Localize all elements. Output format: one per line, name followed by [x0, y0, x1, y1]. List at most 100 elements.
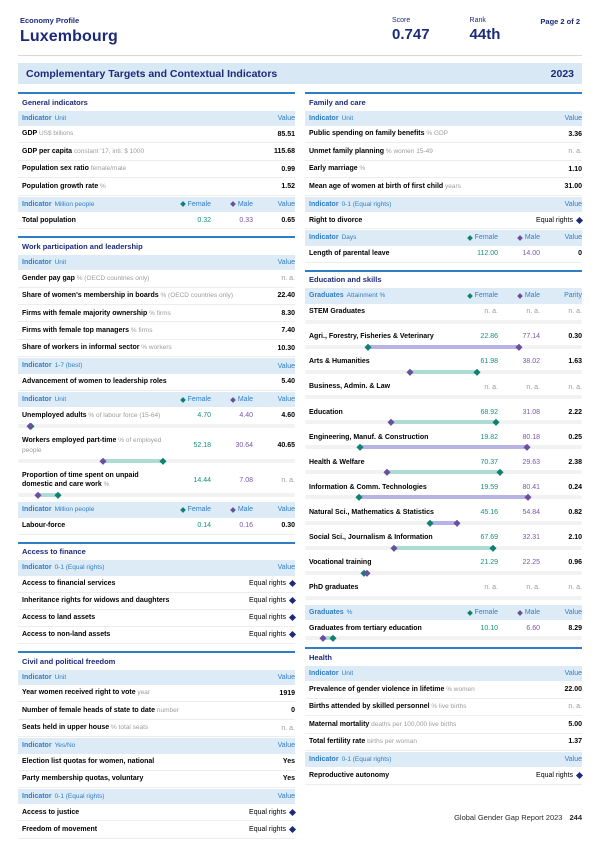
- indicator-label: Health & Welfare: [309, 458, 456, 467]
- indicator-row: Early marriage % 1.10: [305, 161, 582, 179]
- indicator-label: Proportion of time spent on unpaid domes…: [22, 471, 169, 490]
- value-cell: n. a.: [281, 724, 295, 732]
- range-chart: [305, 635, 582, 642]
- indicator-label: Access to financial services: [22, 579, 249, 588]
- range-bar: [391, 420, 496, 425]
- table-header: Indicator 0-1 (Equal rights) Value: [18, 788, 295, 805]
- indicator-name: Births attended by skilled personnel: [309, 703, 430, 711]
- indicator-name: Engineering, Manuf. & Construction: [309, 433, 429, 441]
- indicator-row: Education 68.92 31.08 2.22: [305, 404, 582, 418]
- range-chart: [305, 395, 582, 400]
- indicator-name: Right to divorce: [309, 216, 363, 224]
- column-header-male: Male: [498, 609, 540, 616]
- indicator-name: Labour-force: [22, 522, 66, 530]
- column-header-female: Female: [169, 396, 211, 403]
- column-header-value: Value: [253, 742, 295, 749]
- value-cell: 10.30: [277, 344, 295, 352]
- equal-rights-value: Equal rights: [249, 614, 297, 622]
- indicator-label: Access to land assets: [22, 613, 249, 622]
- male-cell: 31.08: [522, 408, 540, 416]
- table-header: Indicator Unit Value: [18, 254, 295, 271]
- indicator-row: Year women received right to vote year 19…: [18, 685, 295, 703]
- column-header-female: Female: [456, 234, 498, 241]
- range-chart: [18, 491, 295, 499]
- range-bar: [430, 520, 457, 525]
- rank-stat: Rank 44th: [470, 17, 501, 43]
- indicator-row: Advancement of women to leadership roles…: [18, 374, 295, 391]
- indicator-row: GDP US$ billions 85.51: [18, 126, 295, 144]
- column-header-label: Female: [474, 292, 498, 300]
- male-cell: 29.63: [522, 458, 540, 466]
- female-marker-icon: [492, 418, 500, 426]
- range-chart: [305, 494, 582, 501]
- range-chart: [305, 418, 582, 426]
- male-marker-icon: [523, 444, 531, 451]
- table-header-name: Indicator: [22, 506, 52, 514]
- indicator-name: Workers employed part-time: [22, 437, 117, 445]
- indicator-row: Information & Comm. Technologies 19.59 80.…: [305, 479, 582, 493]
- column-header-value: Value: [540, 756, 582, 763]
- table-header-name: Indicator: [22, 564, 52, 572]
- male-diamond-icon: [230, 507, 237, 513]
- rank-value: 44th: [469, 26, 501, 43]
- indicator-label: Total fertility rate births per woman: [309, 737, 540, 746]
- indicator-row: GDP per capita constant '17, intl. $ 100…: [18, 143, 295, 161]
- score-value: 0.747: [392, 26, 430, 43]
- range-chart: [305, 569, 582, 576]
- value-cell: 0: [291, 707, 295, 715]
- value-cell: 8.29: [568, 624, 582, 632]
- indicator-name: Total population: [22, 216, 76, 224]
- indicator-label: Unemployed adults % of labour force (15-…: [22, 411, 169, 420]
- section-title: Education and skills: [305, 269, 582, 288]
- table-header: Indicator Unit Female Male Value: [18, 391, 295, 408]
- value-cell: 1.52: [281, 182, 295, 190]
- value-cell: 0.99: [281, 165, 295, 173]
- column-header-label: Value: [564, 234, 582, 242]
- female-cell: n. a.: [484, 584, 498, 592]
- parity-cell: 0.82: [568, 508, 582, 516]
- indicator-label: Vocational training: [309, 558, 456, 567]
- table-header-unit: Unit: [54, 114, 67, 122]
- indicator-unit: year: [135, 689, 151, 697]
- score-stat: Score 0.747: [392, 17, 430, 43]
- equal-rights-diamond-icon: [575, 216, 584, 224]
- equal-rights-diamond-icon: [288, 631, 297, 639]
- indicator-label: Maternal mortality deaths per 100,000 li…: [309, 720, 540, 729]
- indicator-name: Vocational training: [309, 559, 372, 567]
- indicator-label: STEM Graduates: [309, 307, 456, 316]
- table-header-label: Indicator Unit: [22, 673, 253, 682]
- indicator-label: Advancement of women to leadership roles: [22, 377, 253, 386]
- indicator-label: Firms with female top managers % firms: [22, 326, 253, 335]
- indicator-name: Gender pay gap: [22, 274, 75, 282]
- parity-cell: 0.25: [568, 433, 582, 441]
- table-header-unit: 0-1 (Equal rights): [341, 200, 392, 208]
- female-cell: 0.32: [197, 216, 211, 224]
- value-cell: 1919: [279, 689, 295, 697]
- country-title: Luxembourg: [20, 28, 118, 45]
- column-header-label: Male: [237, 200, 253, 208]
- section-title: Civil and political freedom: [18, 651, 295, 669]
- table-header-unit: 0-1 (Equal rights): [54, 792, 105, 800]
- column-header-value: Value: [253, 506, 295, 513]
- value-cell: 31.00: [564, 182, 582, 190]
- indicator-row: Arts & Humanities 61.98 38.02 1.63: [305, 354, 582, 368]
- indicator-row: Share of workers in informal sector % wo…: [18, 340, 295, 358]
- indicator-name: Graduates from tertiary education: [309, 624, 422, 632]
- column-header-male: Male: [498, 234, 540, 241]
- value-cell: Yes: [282, 775, 295, 783]
- indicator-unit: % workers: [139, 344, 172, 352]
- indicator-row: Access to land assets Equal rights: [18, 610, 297, 627]
- equal-rights-diamond-icon: [575, 771, 584, 780]
- range-chart: [18, 457, 295, 464]
- indicator-unit: % women: [444, 685, 475, 693]
- table-header: Indicator 0-1 (Equal rights) Value: [18, 560, 295, 576]
- parity-cell: 2.22: [568, 408, 582, 416]
- indicator-name: Natural Sci., Mathematics & Statistics: [309, 508, 434, 516]
- table-header-label: Indicator 0-1 (Equal rights): [22, 563, 253, 572]
- value-cell: n. a.: [281, 476, 295, 484]
- indicator-name: Inheritance rights for widows and daught…: [22, 597, 170, 605]
- section-health: Health Indicator Unit Value Prevalence of ge…: [305, 647, 584, 785]
- column-header-female: Female: [169, 201, 211, 208]
- male-marker-icon: [453, 519, 461, 526]
- table-header-unit: 0-1 (Equal rights): [341, 756, 392, 764]
